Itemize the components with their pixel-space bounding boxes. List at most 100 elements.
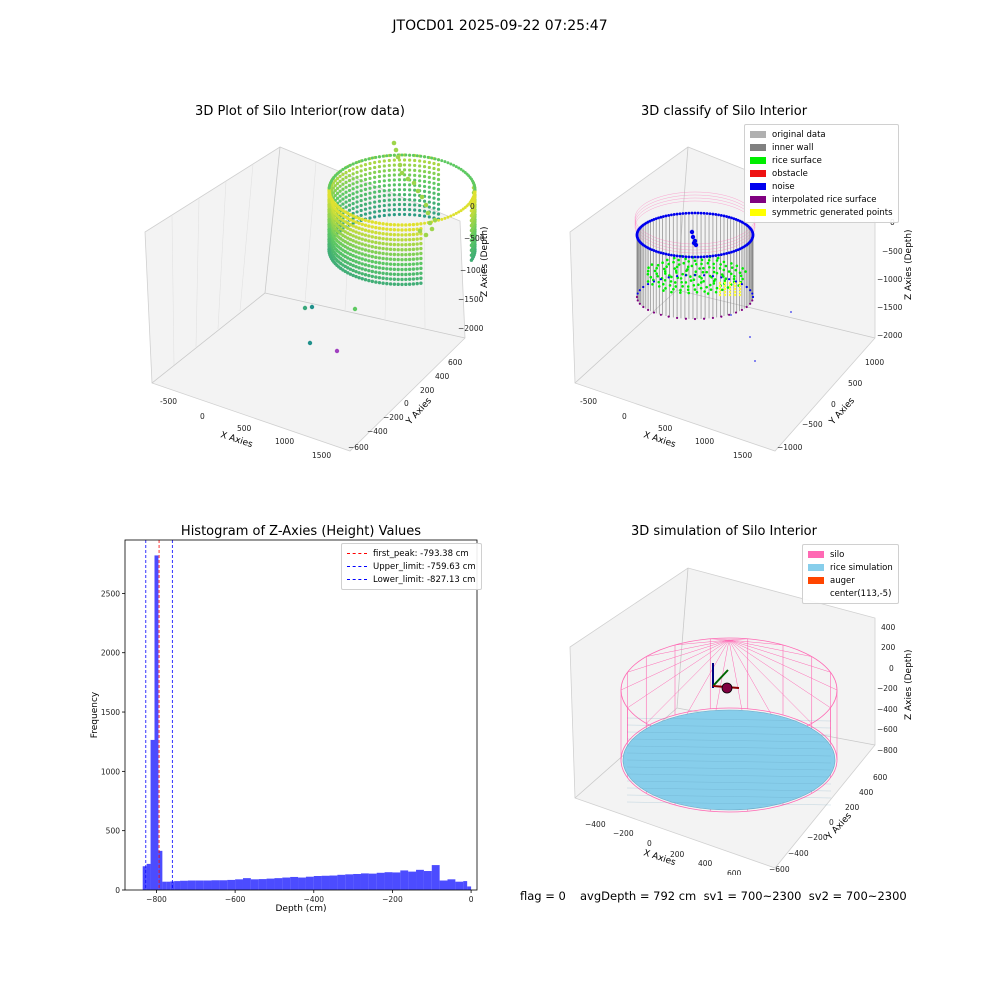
raw-point [459,167,463,171]
raw-point [357,256,361,260]
rice-grid-line [626,738,832,743]
p1-xtick-2: 500 [237,424,252,433]
raw-point [427,170,431,174]
raw-point [402,178,407,182]
raw-point [385,262,389,266]
symmetric-point [718,284,722,288]
raw-point [381,256,385,261]
panel4-legend-item: center(113,-5) [808,587,893,600]
raw-point [432,206,436,210]
raw-point [373,205,377,209]
raw-point [347,208,352,212]
raw-point [408,223,412,227]
raw-point [382,194,386,198]
raw-point [374,270,378,274]
noise-point [659,215,663,219]
rice-surface-point [670,290,673,294]
raw-point [418,208,422,213]
raw-point [413,213,417,217]
raw-point [396,272,400,277]
p2-xtick-1: 0 [622,412,627,421]
raw-point [327,222,331,227]
rice-grid-line [626,724,832,729]
rice-surface-point [705,285,708,289]
raw-point [404,282,408,287]
raw-point [427,215,431,219]
raw-point [341,202,345,206]
rice-surface-point [687,260,690,263]
noise-point [672,213,676,216]
raw-point [415,281,419,286]
raw-point [377,246,382,250]
panel2-legend-label: interpolated rice surface [772,194,877,205]
raw-point [367,273,371,278]
raw-point [354,161,358,165]
raw-point [436,163,441,167]
raw-point [387,203,391,207]
noise-point [667,315,670,318]
noise-point [751,299,754,302]
raw-point [354,230,358,234]
raw-point [327,242,331,247]
noise-point [696,255,700,259]
raw-point [415,237,419,241]
panel2-legend-label: noise [772,181,795,192]
histogram-bar [423,871,432,890]
noise-point [662,215,665,218]
raw-point [348,262,353,266]
panel2-legend-swatch [750,209,766,216]
silo-roof-line [674,639,730,646]
rice-surface-point [677,258,680,262]
symmetric-point [723,287,727,291]
raw-point [354,225,358,229]
raw-point [374,230,378,235]
raw-point [404,243,408,247]
raw-point [388,252,393,256]
rice-surface-point [656,263,660,267]
raw-point [408,183,412,187]
panel4-x-ticks: −400 −200 0 200 400 600 [585,820,742,875]
histogram-xtick-label: −400 [303,895,324,904]
raw-point [351,214,355,218]
raw-point [357,276,361,280]
rice-surface-point [663,278,667,282]
raw-point [423,221,427,225]
rice-surface-point [698,267,701,270]
panel1-plot: -500 0 500 1000 1500 600 400 200 0 −200 … [144,140,490,460]
raw-point [377,184,382,189]
raw-point [344,170,348,175]
panel2-legend-swatch [750,170,766,177]
raw-point [400,233,404,237]
raw-point [404,233,408,237]
raw-point [359,203,363,208]
histogram-bar [187,880,196,890]
rice-grid-line [626,773,832,778]
noise-point [722,214,726,218]
raw-point [381,227,385,231]
panel4-legend-item: silo [808,548,893,561]
noise-point [751,295,755,299]
raw-point [387,158,391,163]
raw-point [381,261,385,266]
panel2-plot: -500 0 500 1000 1500 1000 500 0 −500 −10… [569,146,914,460]
raw-point [381,246,385,251]
p2-ztick-2: −1000 [877,275,903,284]
rice-surface-point [672,256,676,260]
p4-ytick-2: 200 [845,803,860,812]
rice-surface-point [677,263,681,266]
noise-point [730,314,732,316]
noise-point [745,285,748,289]
panel2-legend-label: inner wall [772,142,814,153]
p1-xtick-3: 1000 [275,437,294,446]
noise-point [659,313,663,316]
raw-point [408,153,412,157]
rice-surface-point [680,280,683,284]
rice-surface-point [650,263,654,266]
raw-point [418,164,422,168]
raw-point [392,212,396,217]
raw-point [370,156,374,160]
raw-point [360,257,364,261]
raw-point [388,247,393,252]
raw-point [400,248,404,252]
rice-surface-point [679,277,683,280]
